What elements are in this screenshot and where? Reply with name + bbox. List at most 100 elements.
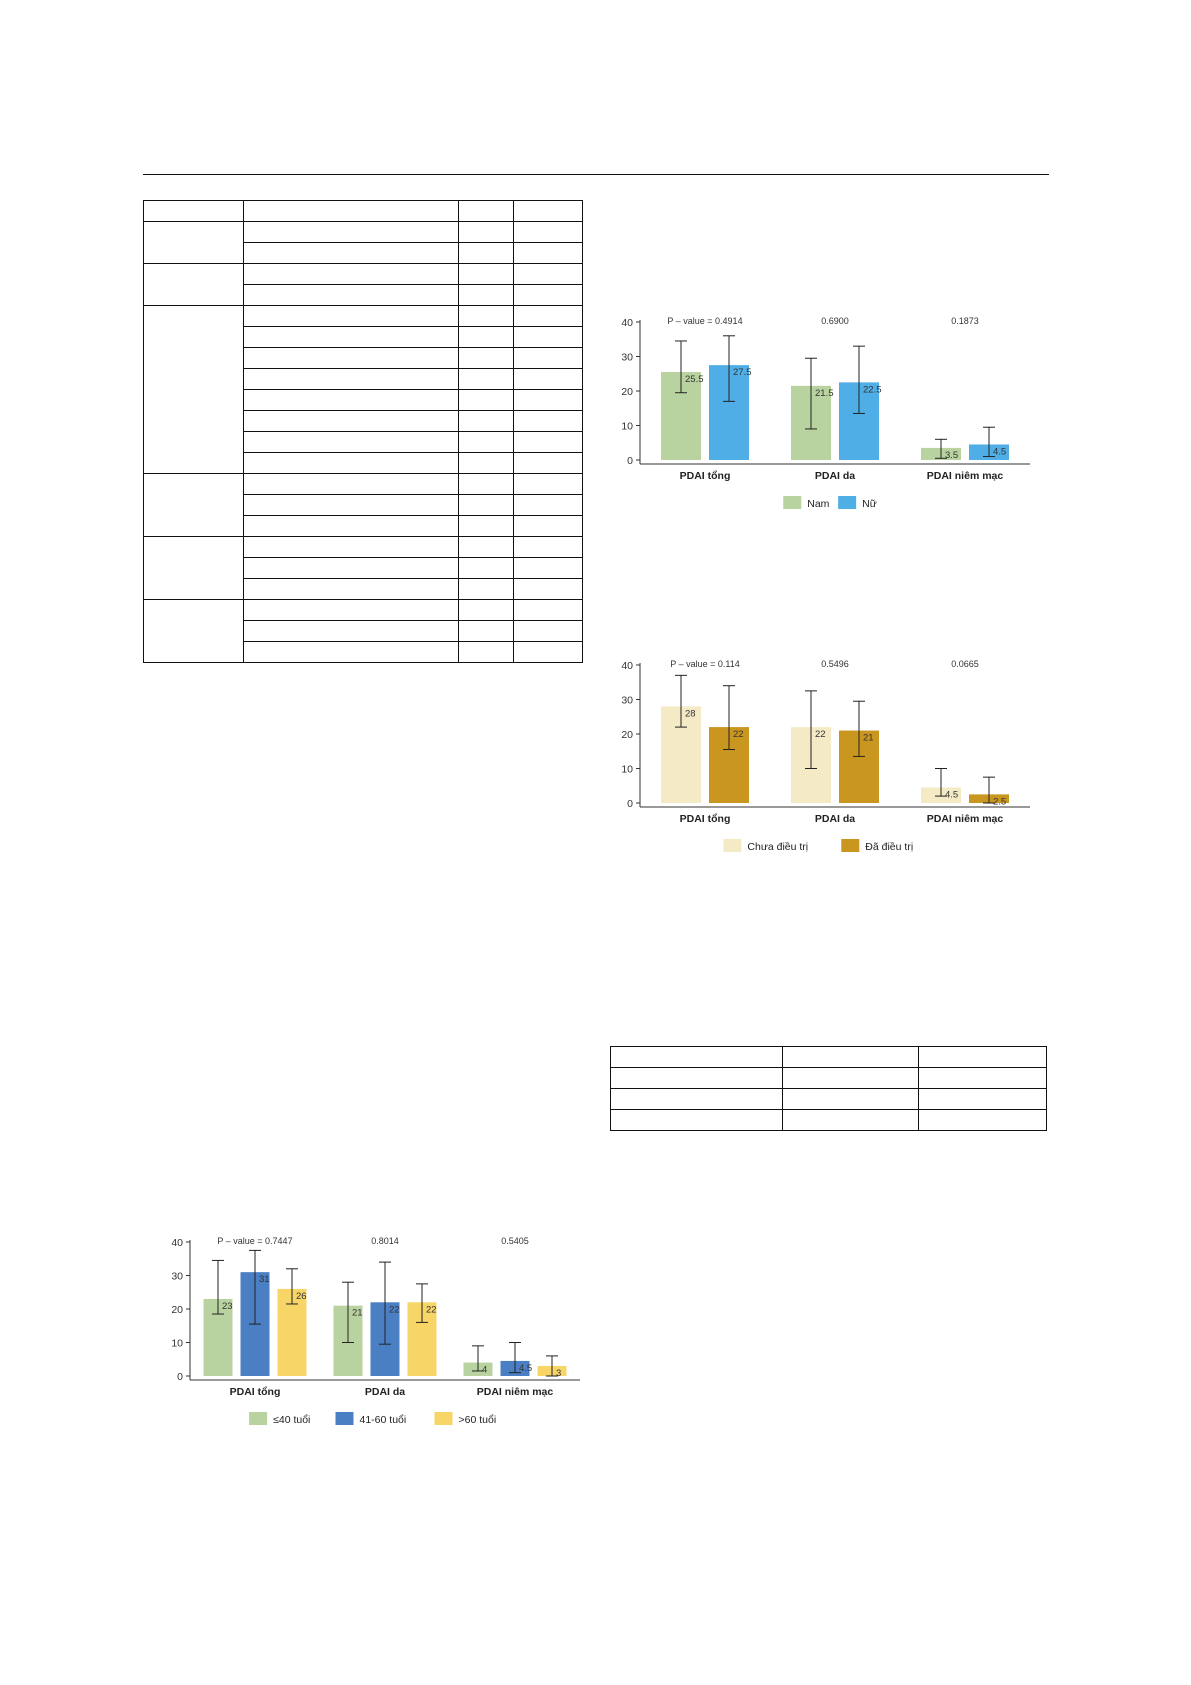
legend-swatch xyxy=(434,1412,453,1425)
table-group-cell xyxy=(143,599,244,663)
table-cell xyxy=(243,452,459,474)
legend-label: >60 tuổi xyxy=(459,1414,497,1426)
category-label: PDAI niêm mạc xyxy=(927,813,1004,825)
table-cell xyxy=(458,620,514,642)
table-cell xyxy=(458,347,514,369)
table-cell xyxy=(243,473,459,495)
value-label: 28 xyxy=(685,708,696,719)
chart-treatment: 0 10 20 30 40 28 22 PDAI tổng P – value = 0.114 2… xyxy=(598,655,1038,865)
table-header-cell xyxy=(143,200,244,222)
value-label: 22 xyxy=(815,729,826,740)
table-cell xyxy=(513,473,583,495)
table-header-cell xyxy=(243,200,459,222)
category-label: PDAI niêm mạc xyxy=(927,470,1004,482)
table-cell xyxy=(243,536,459,558)
table-row xyxy=(144,557,583,579)
table-cell xyxy=(458,536,514,558)
category-label: PDAI da xyxy=(815,813,855,825)
y-tick-label: 30 xyxy=(621,352,633,364)
table-cell xyxy=(513,410,583,432)
table-cell xyxy=(243,242,459,264)
data-table-top xyxy=(143,200,583,663)
table-cell xyxy=(918,1088,1047,1110)
table-cell xyxy=(458,599,514,621)
legend-label: ≤40 tuổi xyxy=(273,1414,310,1426)
legend-swatch xyxy=(723,839,742,852)
table-cell xyxy=(243,347,459,369)
table-cell xyxy=(782,1067,919,1089)
table-row xyxy=(143,263,583,306)
table-cell xyxy=(458,389,514,411)
y-tick-label: 0 xyxy=(177,1371,183,1383)
y-tick-label: 0 xyxy=(627,798,633,810)
table-row xyxy=(610,1067,1047,1089)
table-cell xyxy=(458,326,514,348)
table-cell xyxy=(513,242,583,264)
table-cell xyxy=(243,641,459,663)
value-label: 22.5 xyxy=(863,384,882,395)
legend-label: 41-60 tuổi xyxy=(360,1414,407,1426)
chart-gender-svg: 0 10 20 30 40 25.5 27.5 PDAI tổng P – value = 0.… xyxy=(621,316,1030,510)
y-tick-label: 30 xyxy=(621,695,633,707)
table-group-cell xyxy=(143,536,244,600)
table-cell xyxy=(610,1046,783,1068)
table-cell xyxy=(458,641,514,663)
table-cell xyxy=(513,326,583,348)
table-group-cell xyxy=(143,473,244,537)
table-cell xyxy=(458,473,514,495)
table-row xyxy=(144,410,583,432)
table-cell xyxy=(513,305,583,327)
legend-swatch xyxy=(249,1412,268,1425)
value-label: 26 xyxy=(296,1291,307,1302)
value-label: 22 xyxy=(389,1304,400,1315)
data-table-bottom xyxy=(610,1046,1047,1131)
table-row xyxy=(144,515,583,537)
y-tick-label: 20 xyxy=(621,386,633,398)
legend-label: Nữ xyxy=(862,498,877,510)
table-cell xyxy=(513,494,583,516)
table-cell xyxy=(513,431,583,453)
table-cell xyxy=(513,536,583,558)
table-cell xyxy=(243,410,459,432)
value-label: 3.5 xyxy=(945,450,958,461)
table-row xyxy=(144,284,583,306)
table-cell xyxy=(458,557,514,579)
table-header-row xyxy=(610,1046,1047,1068)
p-value-label: 0.8014 xyxy=(371,1236,399,1246)
value-label: 31 xyxy=(259,1274,270,1285)
table-group-cell xyxy=(143,221,244,264)
table-row xyxy=(144,347,583,369)
y-tick-label: 20 xyxy=(621,729,633,741)
y-tick-label: 10 xyxy=(621,421,633,433)
table-header-row xyxy=(143,200,583,222)
table-cell xyxy=(918,1067,1047,1089)
value-label: 3 xyxy=(556,1368,561,1379)
table-cell xyxy=(513,515,583,537)
table-cell xyxy=(243,578,459,600)
legend-label: Đã điều trị xyxy=(865,841,913,853)
table-cell xyxy=(243,389,459,411)
table-cell xyxy=(243,368,459,390)
table-cell xyxy=(458,305,514,327)
table-cell xyxy=(782,1046,919,1068)
y-tick-label: 40 xyxy=(621,317,633,329)
value-label: 4 xyxy=(482,1365,487,1376)
table-cell xyxy=(458,284,514,306)
legend-swatch xyxy=(838,496,857,509)
legend-swatch xyxy=(335,1412,354,1425)
table-cell xyxy=(513,368,583,390)
p-value-label: 0.0665 xyxy=(951,659,979,669)
y-tick-label: 40 xyxy=(171,1237,183,1249)
table-cell xyxy=(513,452,583,474)
value-label: 21.5 xyxy=(815,388,834,399)
table-group-cell xyxy=(143,305,244,474)
p-value-label: 0.6900 xyxy=(821,316,849,326)
category-label: PDAI tổng xyxy=(680,813,731,825)
p-value-label: 0.5496 xyxy=(821,659,849,669)
value-label: 21 xyxy=(352,1308,363,1319)
y-tick-label: 0 xyxy=(627,455,633,467)
table-cell xyxy=(513,263,583,285)
table-group-cell xyxy=(143,263,244,306)
table-cell xyxy=(243,326,459,348)
table-row xyxy=(610,1109,1047,1131)
